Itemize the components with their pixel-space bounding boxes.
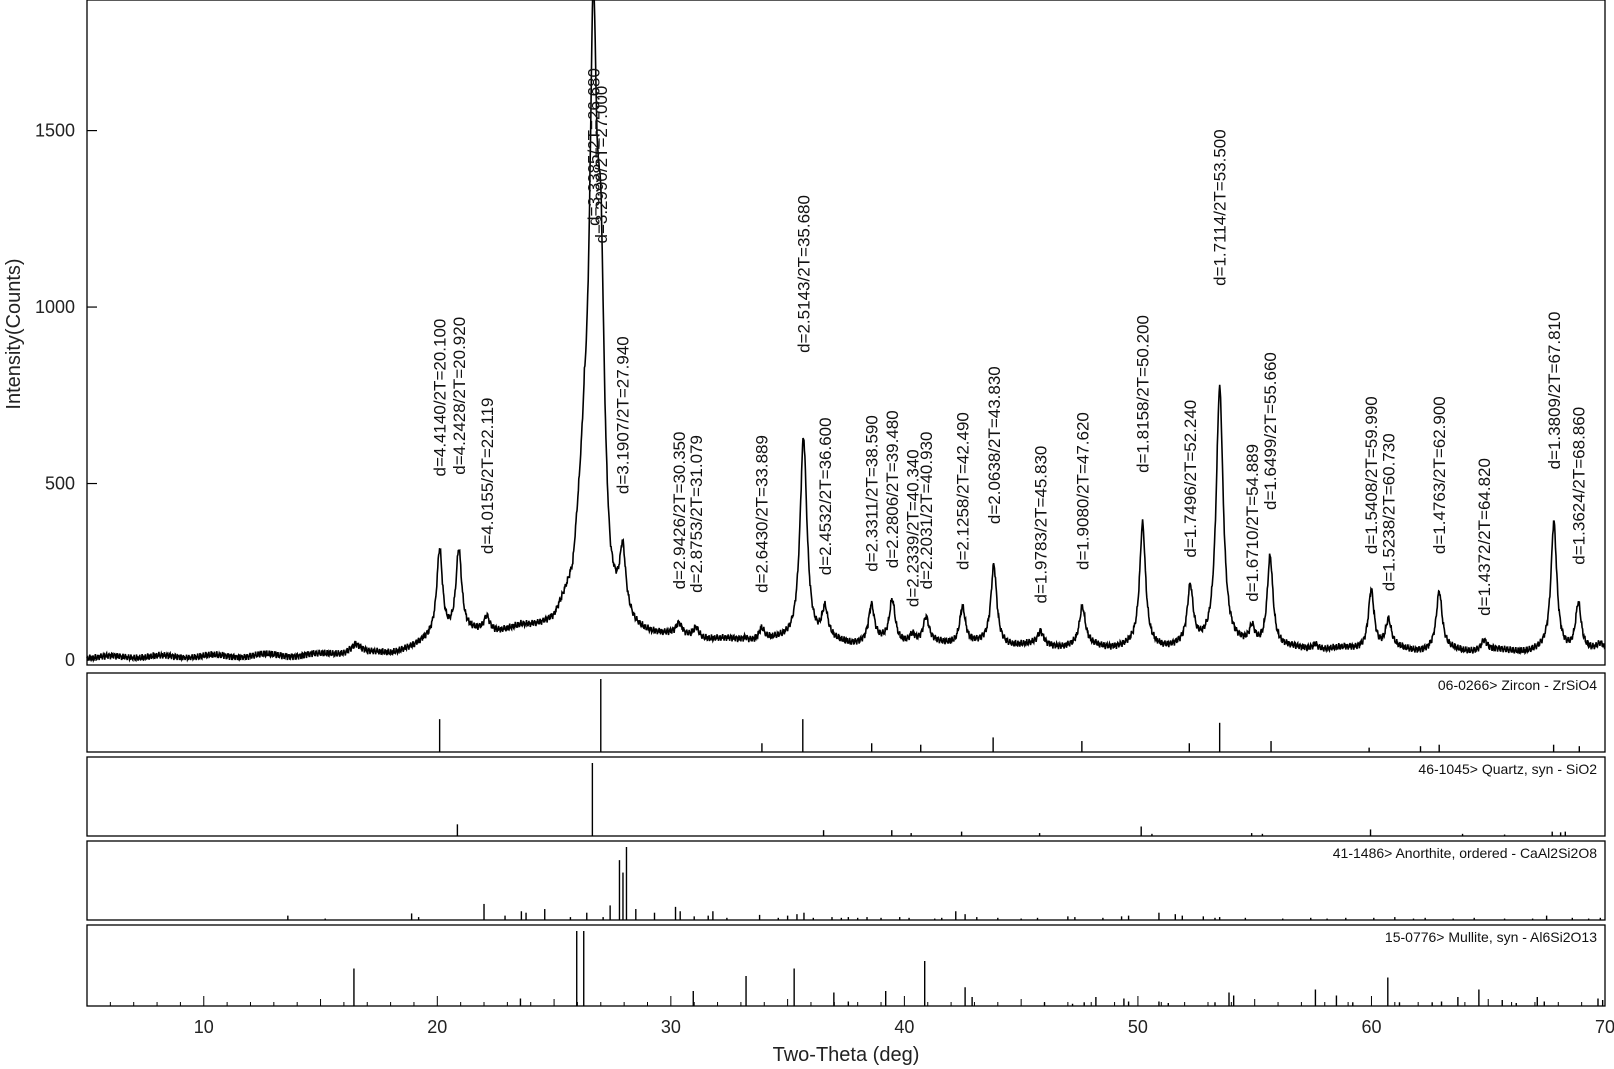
x-tick-label: 70: [1595, 1017, 1614, 1037]
reference-panel-frame: [86, 756, 1606, 837]
reference-panel: 15-0776> Mullite, syn - Al6Si2O13: [86, 924, 1606, 1007]
main-plot-frame: [86, 0, 1606, 666]
x-tick-label: 30: [661, 1017, 681, 1037]
peak-label: d=2.2031/2T=40.930: [917, 432, 936, 590]
x-tick-label: 40: [894, 1017, 914, 1037]
peak-label: d=1.5408/2T=59.990: [1362, 396, 1381, 554]
peak-label: d=1.9783/2T=45.830: [1032, 446, 1051, 604]
peak-label: d=4.4140/2T=20.100: [431, 319, 450, 477]
peak-label: d=3.3385/2T=26.680: [584, 68, 603, 226]
peak-label: d=3.2990/2T=27.000: [592, 86, 611, 244]
peak-label: d=1.5238/2T=60.730: [1380, 433, 1399, 591]
x-tick-label: 20: [427, 1017, 447, 1037]
peak-labels: d=4.4140/2T=20.100 d=4.2428/2T=20.920 d=4.…: [431, 68, 1589, 616]
reference-panel: 41-1486> Anorthite, ordered - CaAl2Si2O8: [86, 840, 1606, 921]
peak-label: d=1.6710/2T=54.889: [1243, 444, 1262, 602]
x-tick-label: 60: [1361, 1017, 1381, 1037]
peak-label: d=3.1907/2T=27.940: [614, 336, 633, 494]
reference-panel-frame: [86, 924, 1606, 1007]
y-tick-label: 1500: [35, 121, 75, 141]
peak-label: d=2.0638/2T=43.830: [985, 366, 1004, 524]
peak-label: d=1.6499/2T=55.660: [1261, 352, 1280, 510]
reference-panel-label: 46-1045> Quartz, syn - SiO2: [1418, 761, 1597, 777]
reference-panel-frame: [86, 840, 1606, 921]
x-tick-label: 50: [1128, 1017, 1148, 1037]
peak-label: d=4.2428/2T=20.920: [450, 317, 469, 475]
reference-panel: 46-1045> Quartz, syn - SiO2: [86, 756, 1606, 837]
x-axis-title: Two-Theta (deg): [773, 1044, 920, 1066]
y-tick-label: 1000: [35, 297, 75, 317]
reference-panel-label: 15-0776> Mullite, syn - Al6Si2O13: [1385, 929, 1597, 945]
xrd-pattern-line: [86, 0, 1606, 664]
peak-label: d=1.7496/2T=52.240: [1181, 400, 1200, 558]
peak-label: d=1.4372/2T=64.820: [1475, 458, 1494, 616]
reference-panels: 06-0266> Zircon - ZrSiO4 46-1045> Quartz,…: [86, 672, 1606, 1007]
y-axis-title: Intensity(Counts): [3, 258, 25, 409]
peak-label: d=2.2339/2T=40.340: [903, 449, 922, 607]
x-tick-label: 10: [194, 1017, 214, 1037]
x-axis-ticks: 10 20 30 40 50 60 70: [86, 996, 1614, 1037]
peak-label: d=4.0155/2T=22.119: [478, 397, 497, 554]
main-plot: 0 500 1000 1500 d=4.4140/2T=20.100 d=4.2428/…: [35, 0, 1606, 670]
peak-label: d=2.6430/2T=33.889: [753, 435, 772, 593]
peak-label: d=2.9426/2T=30.350: [670, 432, 689, 590]
peak-label: d=1.3624/2T=68.860: [1569, 407, 1588, 565]
reference-panel-label: 06-0266> Zircon - ZrSiO4: [1438, 677, 1597, 693]
reference-panel-label: 41-1486> Anorthite, ordered - CaAl2Si2O8: [1333, 845, 1597, 861]
peak-label: d=1.9080/2T=47.620: [1073, 412, 1092, 570]
y-tick-label: 0: [65, 650, 75, 670]
peak-label: d=1.3809/2T=67.810: [1545, 312, 1564, 470]
peak-label: d=1.8158/2T=50.200: [1134, 315, 1153, 473]
reference-panel: 06-0266> Zircon - ZrSiO4: [86, 672, 1606, 753]
y-axis-ticks: 0 500 1000 1500: [35, 121, 97, 670]
peak-label: d=1.7114/2T=53.500: [1211, 129, 1230, 286]
y-tick-label: 500: [45, 474, 75, 494]
peak-label: d=2.4532/2T=36.600: [816, 417, 835, 575]
peak-label: d=2.5143/2T=35.680: [795, 195, 814, 353]
peak-label: d=2.2806/2T=39.480: [883, 410, 902, 568]
peak-label: d=2.8753/2T=31.079: [687, 435, 706, 593]
reference-panel-frame: [86, 672, 1606, 753]
peak-label: d=2.1258/2T=42.490: [954, 412, 973, 570]
peak-label: d=1.4763/2T=62.900: [1430, 396, 1449, 554]
peak-label: d=2.3311/2T=38.590: [863, 415, 882, 572]
